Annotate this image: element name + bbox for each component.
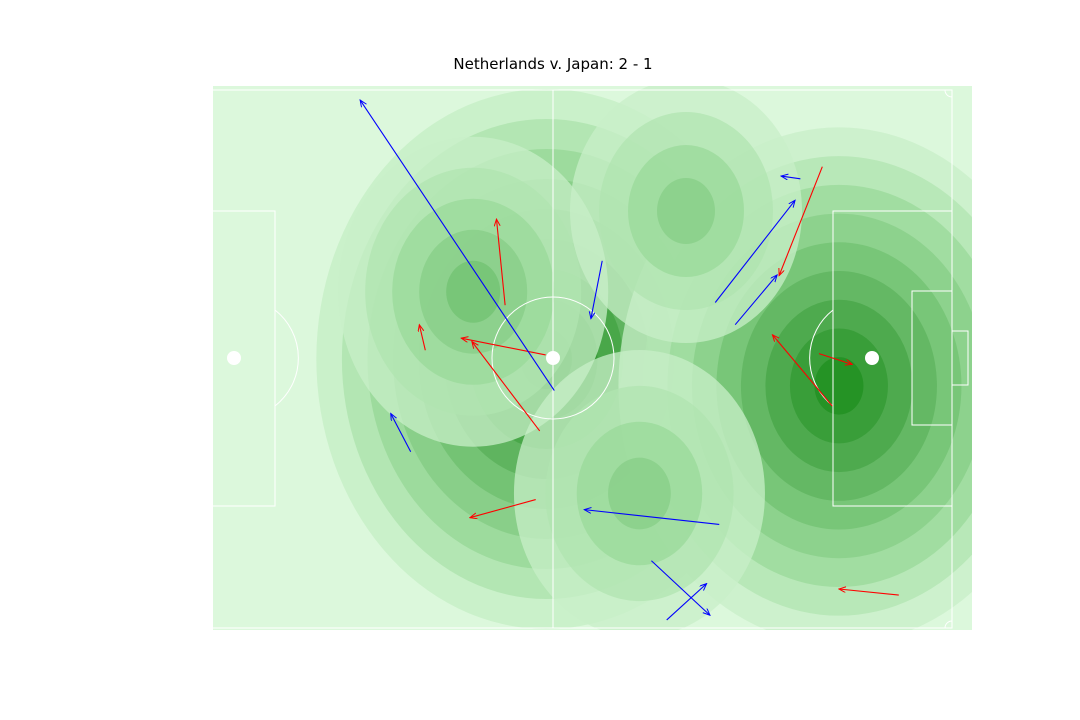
pass-arrow bbox=[470, 499, 536, 518]
pass-arrows bbox=[360, 100, 899, 621]
centre-spot bbox=[546, 351, 560, 365]
density-contour bbox=[814, 357, 864, 415]
plot-area bbox=[213, 86, 972, 630]
chart-title: Netherlands v. Japan: 2 - 1 bbox=[453, 55, 653, 73]
pass-arrow bbox=[391, 413, 412, 453]
right-penalty-spot bbox=[865, 351, 879, 365]
density-contours bbox=[316, 86, 972, 630]
pass-arrow bbox=[734, 275, 777, 326]
density-contour bbox=[446, 260, 501, 323]
corner-arc-bottom-right bbox=[944, 620, 953, 629]
pass-arrow bbox=[839, 589, 899, 596]
pass-arrow bbox=[360, 100, 555, 391]
pass-arrow bbox=[472, 342, 541, 432]
pass-arrow bbox=[651, 560, 710, 615]
pass-arrow bbox=[496, 219, 506, 306]
corner-arc-top-right bbox=[944, 89, 953, 98]
pass-arrow bbox=[419, 325, 426, 351]
pass-arrow bbox=[772, 335, 833, 407]
pass-arrow bbox=[584, 510, 720, 525]
pass-arrow bbox=[714, 200, 795, 303]
left-penalty-arc bbox=[274, 309, 299, 407]
density-contour bbox=[608, 457, 671, 530]
pass-arrow bbox=[666, 584, 707, 621]
pass-arrow bbox=[591, 260, 603, 319]
pass-arrow bbox=[781, 176, 801, 179]
right-penalty-arc bbox=[809, 309, 834, 407]
left-penalty-spot bbox=[227, 351, 241, 365]
left-penalty-area bbox=[213, 210, 276, 507]
right-goal bbox=[951, 330, 969, 386]
centre-circle bbox=[491, 296, 615, 420]
pass-arrow bbox=[779, 166, 823, 276]
pass-arrow bbox=[818, 353, 852, 365]
density-contour bbox=[657, 178, 715, 245]
